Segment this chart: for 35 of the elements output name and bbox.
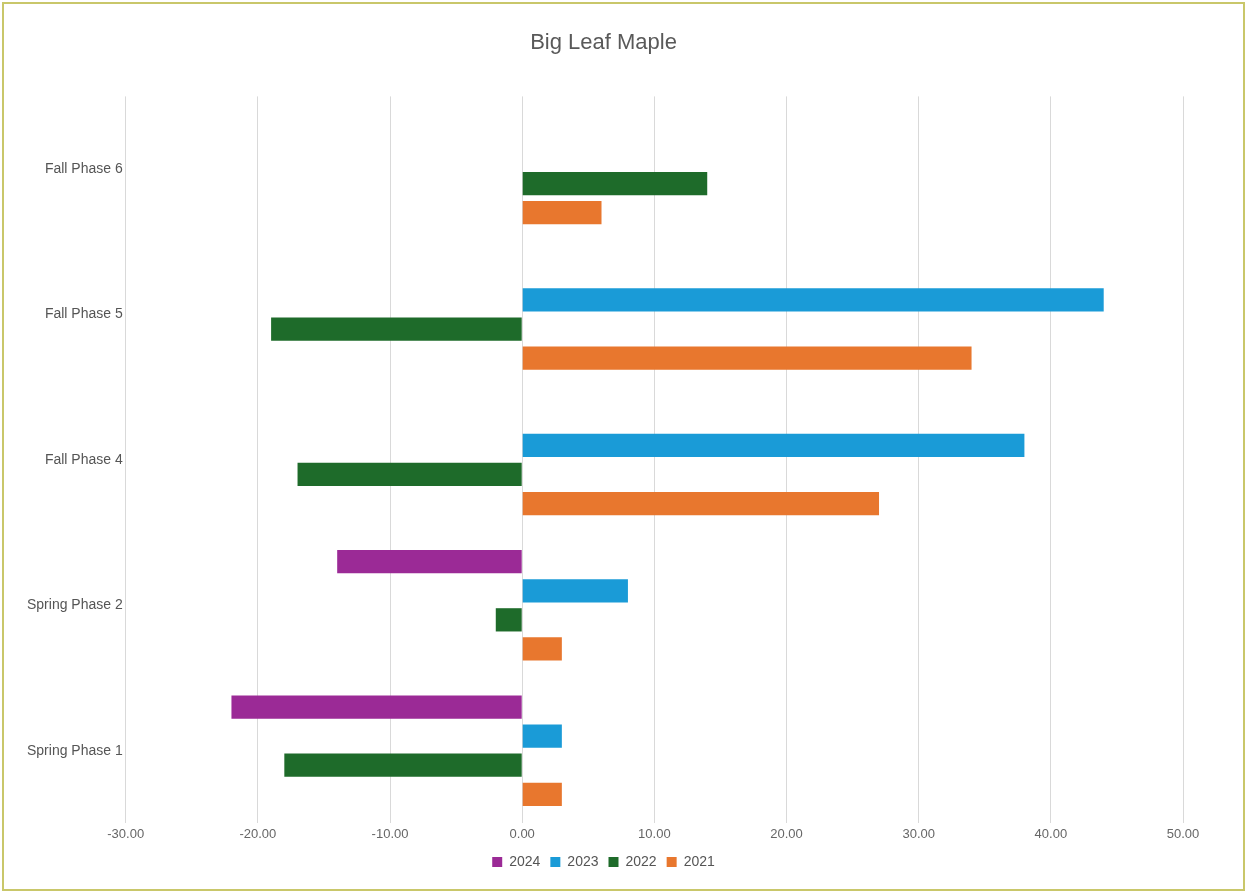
bar <box>522 579 628 603</box>
x-tick-label: 30.00 <box>902 825 935 841</box>
bar <box>495 608 522 632</box>
x-tick-label: 50.00 <box>1166 825 1200 841</box>
bar <box>271 317 522 341</box>
bar <box>522 637 562 661</box>
x-tick-label: 40.00 <box>1034 825 1068 841</box>
chart-title: Big Leaf Maple <box>530 29 677 55</box>
y-tick-label: Spring Phase 2 <box>27 596 123 613</box>
legend-label: 2021 <box>683 852 715 869</box>
x-tick-label: 20.00 <box>770 825 803 841</box>
y-tick-label: Fall Phase 4 <box>44 450 123 467</box>
bar <box>522 172 708 196</box>
bar <box>522 724 562 748</box>
y-tick-label: Fall Phase 5 <box>44 305 123 322</box>
bar <box>522 288 1104 312</box>
bar <box>522 433 1025 457</box>
x-tick-label: -10.00 <box>371 825 409 841</box>
y-tick-label: Fall Phase 6 <box>44 159 123 176</box>
x-tick-label: 10.00 <box>638 825 671 841</box>
bar <box>297 462 522 487</box>
x-tick-label: -20.00 <box>239 825 277 841</box>
x-tick-label: 0.00 <box>509 825 535 841</box>
bar <box>337 550 522 574</box>
legend-label: 2024 <box>509 852 541 869</box>
legend-label: 2022 <box>625 852 657 869</box>
bar <box>522 782 562 806</box>
y-tick-label: Spring Phase 1 <box>27 741 123 758</box>
legend-label: 2023 <box>567 852 599 869</box>
bar <box>284 753 522 777</box>
bar <box>231 695 522 719</box>
bar <box>522 346 972 370</box>
x-tick-label: -30.00 <box>107 825 145 841</box>
bar <box>522 201 602 225</box>
bar <box>522 491 880 516</box>
